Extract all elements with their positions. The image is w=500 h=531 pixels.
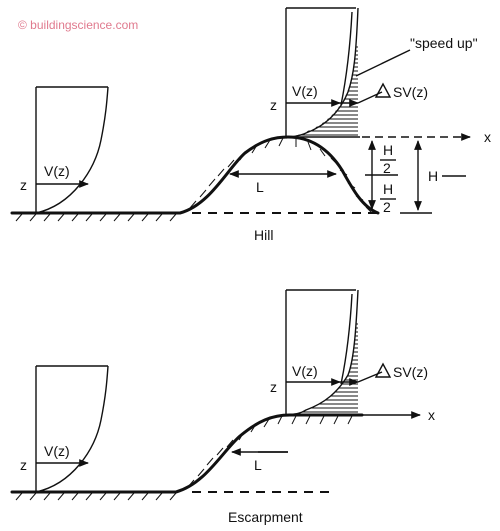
escarpment-reference-profile-curve [340, 293, 353, 385]
hill-crest-profile-curve [285, 7, 359, 139]
escarpment-upstream-profile-curve [35, 365, 109, 493]
escarpment-upstream-z-label: z [20, 457, 27, 473]
hill-delta-leader [357, 91, 383, 104]
watermark-text: © buildingscience.com [18, 18, 138, 32]
hill-upstream-profile-curve [35, 86, 109, 214]
escarpment-delta-symbol [374, 362, 392, 378]
escarpment-delta-sv-label: SV(z) [393, 364, 428, 380]
escarpment-length-label: L [254, 457, 262, 473]
hill-speed-up-leader [355, 49, 411, 77]
hill-upstream-z-label: z [20, 177, 27, 193]
hill-reference-profile-curve [340, 11, 353, 106]
hill-caption: Hill [254, 227, 273, 243]
hill-half-top-denominator: 2 [383, 160, 391, 176]
hill-length-label: L [256, 179, 264, 195]
escarpment-crest-v-label: V(z) [292, 363, 318, 379]
hill-height-label: H [428, 168, 438, 184]
escarpment-diagram: V(z) z [10, 289, 435, 525]
escarpment-delta-leader [357, 371, 383, 383]
escarpment-caption: Escarpment [228, 509, 303, 525]
escarpment-ground-surface [10, 413, 364, 494]
escarpment-crest-z-label: z [270, 379, 277, 395]
hill-speed-up-label: "speed up" [410, 35, 478, 51]
hill-half-bottom-denominator: 2 [383, 199, 391, 215]
hill-diagram: V(z) z [10, 7, 491, 243]
escarpment-upstream-v-label: V(z) [44, 443, 70, 459]
hill-delta-sv-label: SV(z) [393, 84, 428, 100]
hill-half-bottom-numerator: H [383, 181, 393, 197]
hill-delta-symbol [374, 82, 392, 98]
escarpment-ground-hatching [15, 415, 353, 501]
hill-ground-hatching [15, 137, 373, 222]
hill-x-label: x [484, 129, 491, 145]
hill-half-top-numerator: H [383, 142, 393, 158]
hill-upstream-v-label: V(z) [44, 163, 70, 179]
escarpment-x-label: x [428, 407, 435, 423]
hill-crest-z-label: z [270, 97, 277, 113]
hill-crest-v-label: V(z) [292, 83, 318, 99]
